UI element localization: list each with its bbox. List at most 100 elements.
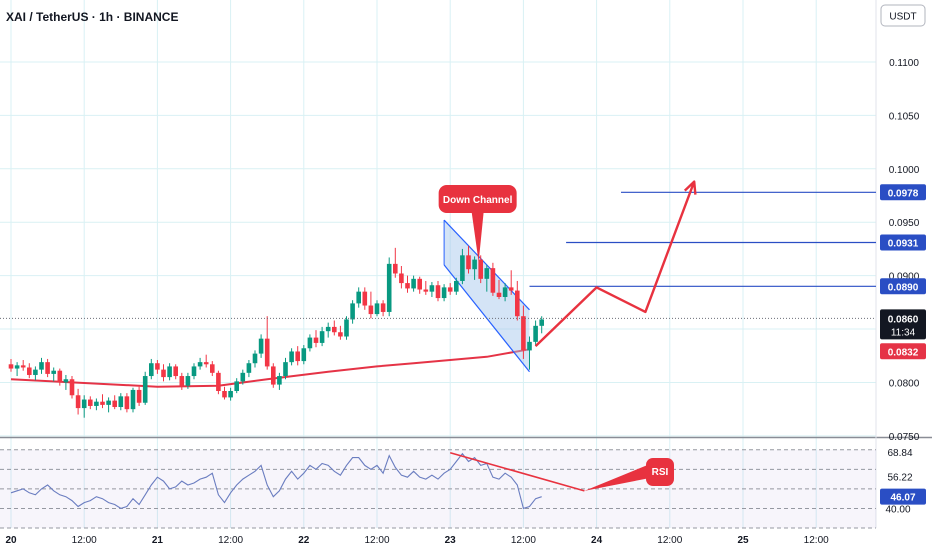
candle-body bbox=[527, 341, 532, 351]
candle-body bbox=[228, 390, 233, 398]
candle-body bbox=[81, 399, 87, 409]
rsi-value-text: 68.84 bbox=[887, 448, 912, 459]
candle bbox=[191, 363, 197, 380]
candle-body bbox=[94, 401, 99, 406]
candle-body bbox=[173, 366, 178, 377]
candle bbox=[94, 398, 99, 411]
candle-body bbox=[240, 372, 246, 382]
candle-body bbox=[112, 400, 117, 408]
candle bbox=[45, 358, 50, 378]
candle-body bbox=[460, 255, 465, 281]
candle bbox=[118, 393, 124, 411]
candle-body bbox=[393, 263, 398, 274]
candle-body bbox=[27, 367, 32, 375]
current-price-text: 0.0860 bbox=[888, 314, 919, 325]
candle-body bbox=[118, 396, 124, 408]
candle bbox=[63, 374, 69, 390]
x-tick-label: 12:00 bbox=[364, 535, 389, 546]
candle bbox=[423, 280, 429, 295]
candle-body bbox=[88, 399, 93, 406]
ma-price-tag-text: 0.0832 bbox=[888, 347, 919, 358]
projection-path bbox=[534, 181, 696, 347]
candle bbox=[399, 266, 404, 289]
candle-body bbox=[344, 319, 349, 337]
candle-body bbox=[252, 353, 258, 364]
candle bbox=[386, 257, 392, 317]
candle bbox=[75, 388, 81, 415]
x-tick-label: 12:00 bbox=[511, 535, 536, 546]
price-levels-layer bbox=[529, 191, 876, 287]
candle-body bbox=[210, 364, 215, 373]
countdown-text: 11:34 bbox=[891, 327, 916, 338]
candle bbox=[228, 387, 233, 401]
candle-body bbox=[447, 287, 453, 292]
rsi-line bbox=[10, 452, 542, 510]
candle bbox=[283, 357, 288, 380]
candle bbox=[380, 300, 386, 317]
candle-body bbox=[411, 278, 416, 289]
candle bbox=[338, 325, 343, 340]
candle-body bbox=[521, 316, 526, 351]
candle bbox=[106, 397, 111, 413]
candle-body bbox=[45, 362, 50, 374]
candle bbox=[539, 316, 544, 334]
x-tick-label: 12:00 bbox=[804, 535, 829, 546]
candle bbox=[502, 283, 508, 302]
candle bbox=[344, 316, 349, 340]
candle-body bbox=[490, 268, 496, 293]
candle-body bbox=[75, 395, 81, 409]
chart-symbol-title: XAI / TetherUS · 1h · BINANCE bbox=[6, 10, 178, 24]
candle-body bbox=[374, 303, 380, 315]
candle bbox=[27, 363, 32, 379]
candle bbox=[210, 361, 215, 377]
candle-body bbox=[203, 362, 209, 365]
target-price-tag bbox=[880, 234, 926, 251]
currency-badge[interactable] bbox=[880, 4, 926, 27]
y-tick-label: 0.0950 bbox=[889, 218, 920, 229]
rsi-value-tag bbox=[880, 444, 926, 461]
candle-body bbox=[350, 303, 355, 320]
candle bbox=[319, 326, 325, 347]
candle-body bbox=[246, 363, 252, 373]
target-price-tag-text: 0.0931 bbox=[888, 239, 919, 250]
candle-body bbox=[63, 379, 69, 383]
x-tick-label: 12:00 bbox=[218, 535, 243, 546]
candle bbox=[289, 348, 294, 366]
candle-body bbox=[423, 289, 429, 292]
candle bbox=[39, 357, 44, 374]
candle-body bbox=[295, 351, 300, 362]
projection-layer: Down Channel bbox=[438, 180, 697, 347]
y-tick-label: 0.1000 bbox=[889, 165, 920, 176]
candle bbox=[173, 364, 178, 380]
candle bbox=[295, 346, 300, 366]
candle-body bbox=[307, 337, 313, 349]
candle bbox=[429, 282, 435, 297]
x-tick-label: 20 bbox=[5, 535, 17, 546]
candle bbox=[57, 368, 63, 386]
candle bbox=[142, 371, 148, 405]
candle-body bbox=[20, 365, 26, 368]
candle-body bbox=[277, 376, 282, 385]
projection-arrowhead bbox=[683, 180, 697, 195]
x-tick-label: 12:00 bbox=[72, 535, 97, 546]
candle-body bbox=[319, 331, 325, 343]
moving-average-line bbox=[10, 348, 530, 388]
y-tick-label: 0.0750 bbox=[889, 432, 920, 443]
candle bbox=[411, 275, 416, 292]
candle-body bbox=[258, 338, 264, 354]
candle-body bbox=[484, 268, 490, 279]
rsi-layer: RSI bbox=[0, 449, 876, 529]
candle-body bbox=[472, 259, 477, 270]
candle-body bbox=[149, 363, 154, 377]
candle bbox=[307, 334, 313, 352]
candle bbox=[69, 376, 75, 399]
down-channel-label: Down Channel bbox=[443, 195, 513, 206]
candle-body bbox=[478, 259, 483, 279]
candle bbox=[313, 330, 319, 348]
candle-body bbox=[325, 326, 331, 332]
candle-body bbox=[301, 348, 307, 362]
candle-body bbox=[454, 280, 459, 292]
candle bbox=[197, 357, 203, 370]
